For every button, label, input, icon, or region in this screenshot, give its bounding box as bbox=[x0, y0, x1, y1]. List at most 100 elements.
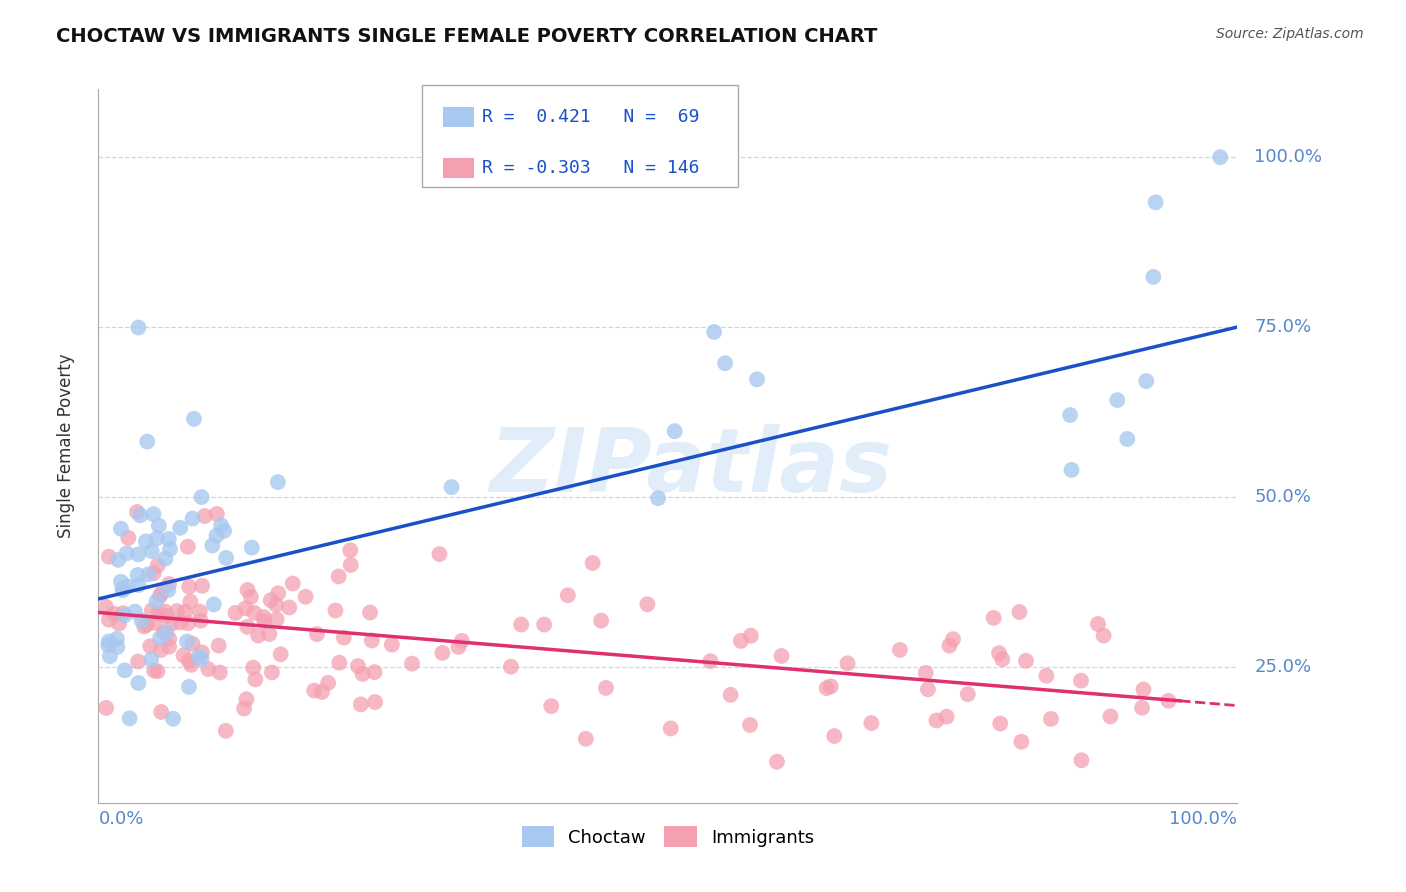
Point bbox=[316, 676, 339, 690]
Point bbox=[188, 605, 211, 619]
Point bbox=[575, 731, 598, 746]
Point bbox=[260, 593, 283, 607]
Point bbox=[239, 590, 262, 604]
Point bbox=[135, 617, 157, 632]
Point bbox=[173, 605, 195, 619]
Point bbox=[860, 716, 883, 731]
Point bbox=[190, 490, 212, 504]
Point bbox=[245, 673, 267, 687]
Point bbox=[1209, 150, 1232, 164]
Point bbox=[582, 556, 605, 570]
Point bbox=[98, 649, 121, 664]
Text: Source: ZipAtlas.com: Source: ZipAtlas.com bbox=[1216, 27, 1364, 41]
Point bbox=[148, 518, 170, 533]
Point bbox=[1070, 673, 1092, 688]
Point bbox=[157, 532, 180, 546]
Point bbox=[956, 687, 979, 701]
Point bbox=[1039, 712, 1062, 726]
Point bbox=[243, 606, 266, 620]
Point bbox=[125, 505, 148, 519]
Point bbox=[205, 529, 228, 543]
Point bbox=[820, 679, 842, 693]
Point bbox=[270, 647, 292, 661]
Point bbox=[94, 599, 117, 614]
Point bbox=[131, 614, 153, 628]
Point bbox=[1132, 682, 1154, 697]
Point bbox=[141, 603, 163, 617]
Point bbox=[127, 676, 149, 690]
Point bbox=[942, 632, 965, 647]
Point bbox=[714, 356, 737, 370]
Point bbox=[935, 709, 957, 723]
Point bbox=[159, 542, 181, 557]
Point bbox=[177, 616, 200, 631]
Point bbox=[305, 627, 328, 641]
Point bbox=[179, 594, 201, 608]
Point bbox=[988, 646, 1011, 660]
Point bbox=[352, 667, 374, 681]
Point bbox=[339, 543, 361, 558]
Point bbox=[169, 615, 191, 630]
Point bbox=[766, 755, 789, 769]
Text: 0.0%: 0.0% bbox=[98, 810, 143, 828]
Point bbox=[1070, 753, 1092, 767]
Point bbox=[188, 649, 211, 664]
Point bbox=[311, 685, 333, 699]
Point bbox=[97, 634, 120, 648]
Point bbox=[738, 718, 761, 732]
Point bbox=[1010, 735, 1032, 749]
Text: R = -0.303   N = 146: R = -0.303 N = 146 bbox=[482, 159, 700, 177]
Point bbox=[153, 605, 176, 619]
Text: 100.0%: 100.0% bbox=[1254, 148, 1323, 166]
Point bbox=[991, 652, 1014, 666]
Point bbox=[157, 577, 180, 591]
Point bbox=[363, 665, 385, 680]
Point bbox=[1092, 629, 1115, 643]
Point bbox=[138, 567, 160, 582]
Point bbox=[136, 434, 159, 449]
Point bbox=[647, 491, 669, 506]
Point bbox=[157, 582, 180, 597]
Point bbox=[259, 627, 281, 641]
Point bbox=[510, 617, 533, 632]
Point bbox=[205, 507, 228, 521]
Point bbox=[141, 544, 163, 558]
Point bbox=[224, 606, 246, 620]
Point bbox=[233, 701, 256, 715]
Point bbox=[181, 637, 204, 651]
Point bbox=[160, 616, 183, 631]
Point bbox=[294, 590, 316, 604]
Point bbox=[115, 546, 138, 560]
Point bbox=[925, 714, 948, 728]
Legend: Choctaw, Immigrants: Choctaw, Immigrants bbox=[515, 819, 821, 855]
Point bbox=[191, 579, 214, 593]
Point bbox=[302, 683, 325, 698]
Point bbox=[1008, 605, 1031, 619]
Point bbox=[636, 597, 658, 611]
Point bbox=[1099, 709, 1122, 723]
Point bbox=[176, 634, 198, 648]
Point bbox=[333, 631, 356, 645]
Point bbox=[440, 480, 463, 494]
Point bbox=[105, 632, 128, 646]
Point bbox=[142, 566, 165, 581]
Point bbox=[194, 508, 217, 523]
Point bbox=[325, 603, 347, 617]
Point bbox=[432, 646, 454, 660]
Point bbox=[236, 582, 259, 597]
Point bbox=[381, 638, 404, 652]
Point bbox=[177, 654, 200, 668]
Point bbox=[180, 657, 202, 672]
Point bbox=[169, 521, 191, 535]
Point bbox=[149, 631, 172, 645]
Point bbox=[114, 608, 136, 623]
Point bbox=[179, 580, 201, 594]
Point bbox=[328, 656, 350, 670]
Point bbox=[247, 628, 270, 642]
Point bbox=[253, 615, 276, 629]
Point bbox=[146, 664, 169, 678]
Point bbox=[988, 716, 1011, 731]
Point bbox=[591, 614, 613, 628]
Point bbox=[1144, 195, 1167, 210]
Point bbox=[240, 541, 263, 555]
